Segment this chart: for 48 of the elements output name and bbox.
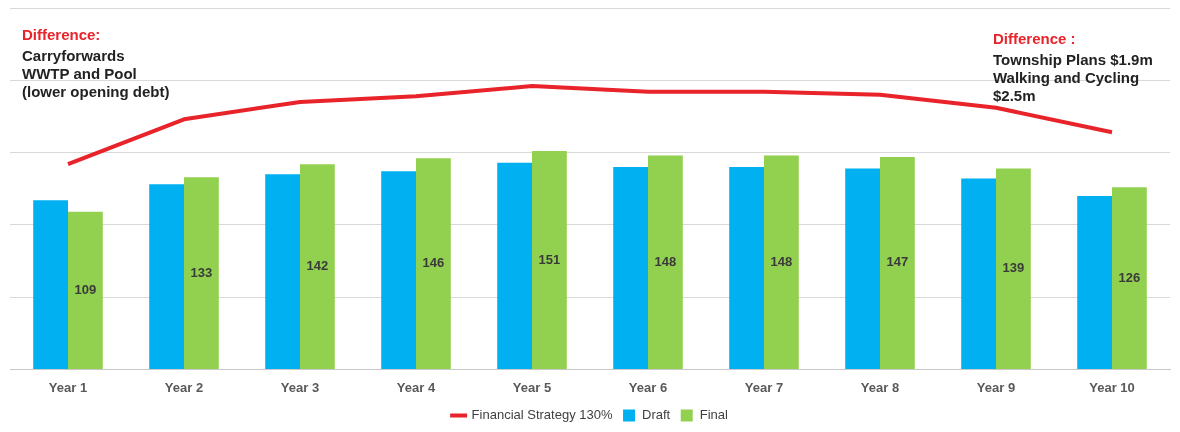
x-tick-label: Year 6 xyxy=(628,379,668,395)
data-label: 147 xyxy=(886,254,909,270)
annotation: Difference: xyxy=(22,26,102,44)
bar xyxy=(184,177,219,369)
x-tick-label: Year 8 xyxy=(860,379,900,395)
bar xyxy=(532,151,567,369)
x-tick-label: Year 5 xyxy=(512,379,552,395)
x-tick-label: Year 10 xyxy=(1089,379,1135,395)
data-label: 148 xyxy=(654,253,677,269)
bar xyxy=(613,167,648,369)
data-label: 133 xyxy=(190,264,213,280)
bar xyxy=(33,200,68,369)
bar xyxy=(729,167,764,369)
x-tick-label: Year 1 xyxy=(48,379,88,395)
bar xyxy=(265,174,300,369)
bar xyxy=(880,156,915,369)
legend-label: Financial Strategy 130% xyxy=(471,407,613,423)
data-label: 126 xyxy=(1118,269,1141,285)
bar xyxy=(648,155,683,369)
x-tick-label: Year 7 xyxy=(744,379,784,395)
data-label: 146 xyxy=(422,255,445,271)
x-tick-label: Year 3 xyxy=(280,379,320,395)
legend-label: Final xyxy=(699,407,728,423)
annotation: Difference : xyxy=(993,30,1077,48)
annotation: Township Plans $1.9m xyxy=(993,51,1154,69)
x-tick-label: Year 9 xyxy=(976,379,1016,395)
annotation: Walking and Cycling $2.5m xyxy=(993,69,1141,105)
bar xyxy=(845,168,880,369)
bar xyxy=(381,171,416,369)
bar xyxy=(1112,187,1147,369)
bar xyxy=(68,211,103,369)
bar xyxy=(416,158,451,369)
data-label: 109 xyxy=(74,281,97,297)
bar xyxy=(300,164,335,369)
legend-label: Draft xyxy=(642,407,671,423)
x-tick-label: Year 4 xyxy=(396,379,436,395)
data-label: 139 xyxy=(1002,260,1025,276)
bar xyxy=(961,178,996,369)
data-label: 142 xyxy=(306,258,329,274)
bar xyxy=(996,168,1031,369)
bar xyxy=(149,184,184,369)
data-label: 151 xyxy=(538,251,561,267)
bar xyxy=(764,155,799,369)
bar xyxy=(497,162,532,369)
data-label: 148 xyxy=(770,253,793,269)
bar xyxy=(1077,195,1112,369)
x-tick-label: Year 2 xyxy=(164,379,204,395)
annotation: Carryforwards WWTP and Pool (lower opening debt) xyxy=(22,47,171,101)
